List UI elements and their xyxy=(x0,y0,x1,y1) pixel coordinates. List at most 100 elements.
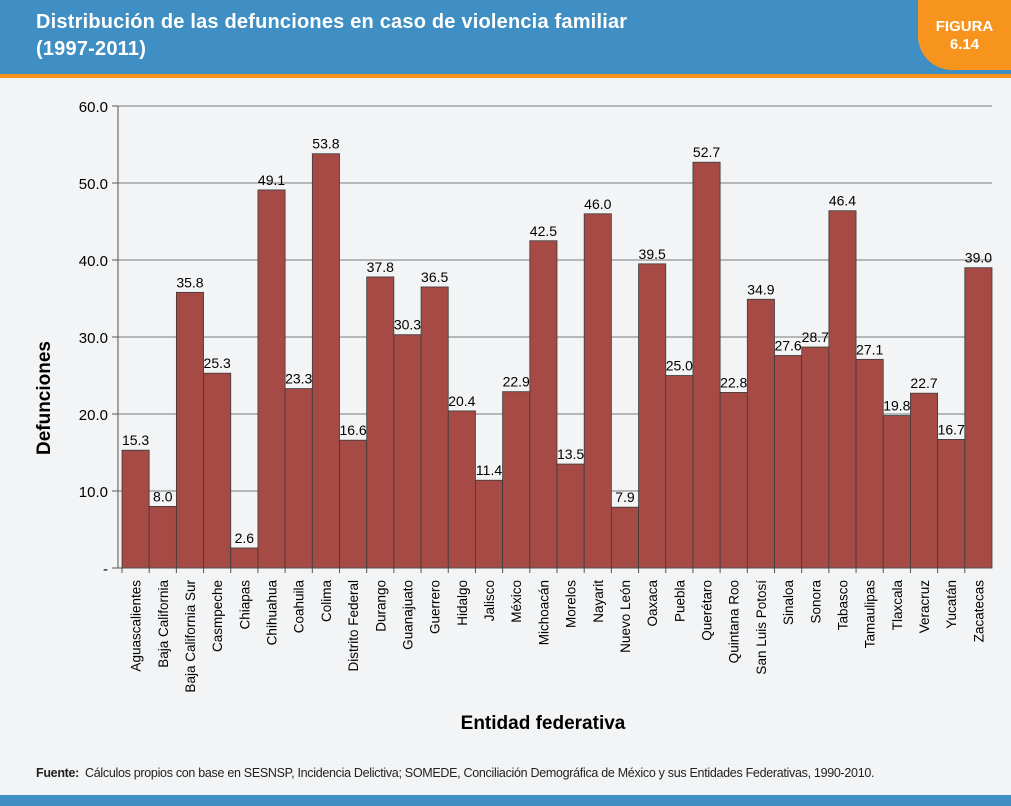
x-tick-label: Casmpeche xyxy=(210,580,225,652)
bar xyxy=(638,263,667,569)
x-tick-label: Chiapas xyxy=(237,580,252,630)
x-tick-label: Durango xyxy=(373,580,388,632)
data-label: 39.5 xyxy=(639,246,666,262)
source-text: Cálculos propios con base en SESNSP, Inc… xyxy=(85,766,875,780)
bar xyxy=(339,439,368,569)
source-note: Fuente: Cálculos propios con base en SESN… xyxy=(36,766,996,780)
axes: - 10.0 20.0 30.0 40.0 50.0 60.0 xyxy=(79,99,992,578)
data-label: 20.4 xyxy=(448,393,475,409)
x-tick-label: San Luis Potosí xyxy=(754,580,769,675)
x-tick-label: Puebla xyxy=(672,580,687,623)
x-tick-label: Tlaxcala xyxy=(890,580,905,631)
data-label: 52.7 xyxy=(693,144,720,160)
data-label: 46.0 xyxy=(584,196,611,212)
x-axis-title: Entidad federativa xyxy=(461,713,626,734)
x-tick-label: Nuevo León xyxy=(618,580,633,653)
bar xyxy=(665,375,694,569)
bar xyxy=(475,479,504,569)
x-tick-label: Tabasco xyxy=(835,580,850,630)
bar xyxy=(284,388,313,569)
bar xyxy=(719,392,748,569)
data-label: 27.6 xyxy=(774,337,801,353)
x-tick-label: Quintana Roo xyxy=(727,580,742,663)
data-label: 25.3 xyxy=(204,355,231,371)
bar xyxy=(692,161,721,569)
bar xyxy=(774,355,803,569)
bar xyxy=(311,153,340,569)
bar xyxy=(583,213,612,569)
x-tick-label: Jalisco xyxy=(482,580,497,621)
source-label: Fuente: xyxy=(36,766,80,780)
bar xyxy=(257,189,286,569)
bar xyxy=(529,240,558,569)
bar-chart: - 10.0 20.0 30.0 40.0 50.0 60.0 15.3 Aguascalie… xyxy=(34,99,993,734)
x-tick-label: Nayarit xyxy=(591,580,606,623)
x-tick-label: Coahuila xyxy=(292,580,307,634)
data-label: 25.0 xyxy=(666,358,693,374)
data-label: 2.6 xyxy=(235,530,255,546)
bar xyxy=(910,392,939,569)
data-label: 39.0 xyxy=(965,250,992,266)
footer-band xyxy=(0,795,1011,806)
x-tick-label: Sinaloa xyxy=(781,580,796,626)
figure-badge: FIGURA 6.14 xyxy=(918,0,1011,70)
title-line-1: Distribución de las defunciones en caso … xyxy=(36,11,628,33)
figure-number: 6.14 xyxy=(949,36,980,53)
header-accent-rule xyxy=(0,74,1011,78)
x-tick-label: Guanajuato xyxy=(400,580,415,650)
data-label: 11.4 xyxy=(476,462,502,478)
x-tick-label: Hidalgo xyxy=(455,580,470,626)
data-label: 35.8 xyxy=(176,274,203,290)
x-tick-label: México xyxy=(509,580,524,623)
y-tick-label: 60.0 xyxy=(79,99,108,116)
data-label: 23.3 xyxy=(285,371,312,387)
bar xyxy=(882,415,911,569)
data-label: 30.3 xyxy=(394,317,421,333)
bar xyxy=(801,346,830,569)
x-tick-label: Oaxaca xyxy=(645,580,660,627)
bar xyxy=(203,372,232,569)
data-label: 16.6 xyxy=(339,422,366,438)
bar xyxy=(746,298,775,569)
bar xyxy=(148,505,177,569)
bar xyxy=(121,449,150,569)
bar xyxy=(610,506,639,569)
x-tick-label: Tamaulipas xyxy=(863,580,878,649)
data-label: 8.0 xyxy=(153,488,173,504)
data-label: 37.8 xyxy=(367,259,394,275)
y-tick-label: 50.0 xyxy=(79,176,108,193)
x-tick-label: Colima xyxy=(319,580,334,623)
x-tick-label: Aguascalientes xyxy=(129,580,144,672)
bar xyxy=(447,410,476,569)
data-label: 53.8 xyxy=(312,136,339,152)
x-tick-label: Querétaro xyxy=(700,580,715,641)
data-label: 19.8 xyxy=(883,398,910,414)
bar xyxy=(420,286,449,569)
x-tick-label: Zacatecas xyxy=(971,580,986,643)
y-tick-label: 10.0 xyxy=(79,484,108,501)
bar xyxy=(502,391,531,569)
data-label: 22.7 xyxy=(910,375,937,391)
x-tick-label: Distrito Federal xyxy=(346,580,361,672)
title-line-2: (1997-2011) xyxy=(36,38,147,60)
data-label: 28.7 xyxy=(802,329,829,345)
data-label: 7.9 xyxy=(615,489,635,505)
data-label: 22.9 xyxy=(503,374,530,390)
bar xyxy=(937,439,966,569)
data-label: 36.5 xyxy=(421,269,448,285)
figure-title: Distribución de las defunciones en caso … xyxy=(36,9,856,63)
bar xyxy=(964,267,993,569)
bar xyxy=(828,210,857,569)
data-labels: 15.3 Aguascalientes 8.0 Baja California 35.8… xyxy=(122,136,992,693)
data-label: 13.5 xyxy=(557,446,584,462)
x-tick-label: Yucatán xyxy=(944,580,959,629)
data-label: 22.8 xyxy=(720,374,747,390)
data-label: 46.4 xyxy=(829,193,856,209)
x-tick-label: Chihuahua xyxy=(265,580,280,646)
bar xyxy=(366,276,395,569)
y-axis-title: Defunciones xyxy=(34,341,55,455)
figure-label: FIGURA xyxy=(935,18,994,35)
data-label: 34.9 xyxy=(747,281,774,297)
y-tick-label: 40.0 xyxy=(79,253,108,270)
